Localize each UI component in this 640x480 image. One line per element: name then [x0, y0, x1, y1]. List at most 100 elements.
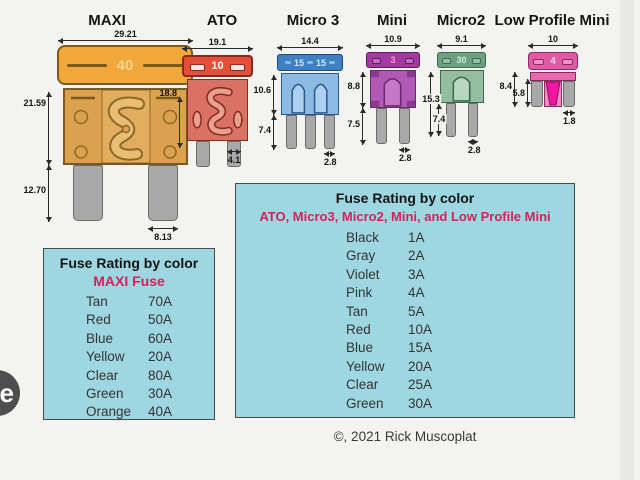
amp-cell: 1A [408, 230, 425, 245]
marketplace-logo-badge: e [0, 370, 20, 416]
micro3-leg-width-dimension: 2.8 [324, 150, 337, 167]
ato-width-value: 19.1 [208, 37, 227, 47]
table-row: Blue 15A [346, 339, 574, 357]
maxi-element-window [71, 90, 180, 163]
amp-cell: 2A [408, 248, 425, 264]
table-row: Green 30A [86, 385, 214, 403]
header-ato: ATO [206, 12, 238, 29]
table-row: Clear 25A [346, 376, 574, 394]
micro2-amp-label: 30 [456, 55, 467, 65]
header-micro2: Micro2 [436, 12, 486, 29]
lpm-height-value: 8.4 [499, 81, 512, 91]
table-row: Tan 70A [86, 293, 214, 311]
table-row: Clear 80A [86, 367, 214, 385]
table-row: Tan 5A [346, 303, 574, 321]
others-table-subtitle: ATO, Micro3, Micro2, Mini, and Low Profi… [259, 209, 551, 224]
ato-height-value: 18.8 [159, 88, 177, 98]
lpm-inner-height-value: 5.8 [512, 88, 525, 98]
ato-width-dimension: 19.1 [182, 37, 253, 52]
mini-amp-label: 3 [390, 55, 396, 65]
table-row: Gray 2A [346, 247, 574, 265]
mini-fuse-body [370, 70, 416, 108]
amp-cell: 60A [148, 330, 173, 346]
micro2-leg-width-dimension: 2.8 [468, 138, 481, 155]
maxi-rating-table: Fuse Rating by color MAXI Fuse Tan 70A Re… [43, 248, 215, 420]
amp-cell: 25A [408, 377, 433, 393]
micro3-cap-slot [307, 61, 313, 64]
color-cell: Yellow [346, 358, 385, 374]
table-row: Yellow 20A [346, 358, 574, 376]
maxi-table-title: Fuse Rating by color [59, 255, 199, 271]
amp-cell: 50A [148, 312, 173, 328]
table-row: Yellow 20A [86, 348, 214, 366]
maxi-width-value: 29.21 [114, 29, 137, 39]
table-row: Black 1A [346, 229, 574, 247]
micro3-legs-height-value: 7.4 [258, 125, 271, 135]
micro3-left-terminal [286, 115, 297, 149]
maxi-table-subtitle: MAXI Fuse [93, 273, 165, 289]
micro3-leg-width-value: 2.8 [324, 157, 337, 167]
color-cell: Tan [346, 303, 368, 319]
color-cell: Red [86, 312, 111, 328]
header-maxi: MAXI [88, 12, 126, 29]
lpm-fuse-body [544, 81, 562, 107]
ato-height-dimension: 18.8 [159, 88, 183, 148]
color-cell: Orange [86, 404, 132, 420]
maxi-amp-label: 40 [116, 56, 134, 74]
micro2-height-dimension: 15.3 [421, 72, 441, 137]
amp-cell: 30A [148, 386, 173, 402]
lpm-element-window [545, 82, 561, 106]
lpm-cap-slot [562, 59, 573, 65]
lpm-cap-slot [533, 59, 544, 65]
others-rating-table: Fuse Rating by color ATO, Micro3, Micro2… [235, 183, 575, 418]
amp-cell: 15A [408, 340, 433, 356]
ato-cap-slot [230, 64, 245, 71]
lpm-right-terminal [563, 81, 575, 107]
maxi-fuse-cap: 40 [57, 45, 193, 85]
micro3-element-window [291, 83, 328, 114]
color-cell: Red [346, 322, 371, 338]
lpm-inner-height-dimension: 5.8 [512, 79, 531, 107]
micro3-right-terminal [324, 115, 335, 149]
mini-left-terminal [376, 108, 387, 144]
color-cell: Green [346, 395, 384, 411]
ato-amp-label: 10 [211, 60, 224, 72]
maxi-legs-height-value: 12.70 [23, 185, 46, 195]
lpm-body-top-band [530, 72, 576, 81]
micro2-leg-width-value: 2.8 [468, 145, 481, 155]
ato-leg-width-value: 4.1 [227, 155, 241, 165]
amp-cell: 3A [408, 266, 425, 282]
micro3-legs-height-dimension: 7.4 [258, 115, 277, 150]
table-row: Green 30A [346, 395, 574, 413]
maxi-left-terminal [73, 165, 103, 221]
color-cell: Tan [86, 294, 108, 309]
amp-cell: 40A [148, 404, 173, 420]
lpm-left-terminal [531, 81, 543, 107]
color-cell: Clear [346, 377, 379, 393]
micro3-amp-label-right: 15 [316, 57, 327, 68]
mini-leg-width-dimension: 2.8 [399, 146, 412, 163]
micro3-body-height-dimension: 10.6 [253, 75, 277, 115]
ato-fuse-body [187, 79, 248, 141]
micro3-fuse-cap: 15 15 [277, 54, 343, 71]
color-cell: Blue [346, 340, 374, 356]
color-cell: Clear [86, 367, 119, 383]
amp-cell: 5A [408, 303, 425, 319]
mini-leg-width-value: 2.8 [399, 153, 412, 163]
lpm-amp-label: 4 [550, 55, 556, 67]
lpm-fuse-cap: 4 [528, 52, 578, 70]
others-table-rows: Black 1A Gray 2A Violet 3A Pink 4A Tan 5A Red… [236, 229, 574, 413]
color-cell: Black [346, 230, 380, 245]
header-low-profile-mini: Low Profile Mini [494, 12, 610, 29]
ato-cap-slot [190, 64, 205, 71]
table-row: Violet 3A [346, 266, 574, 284]
table-row: Red 10A [346, 321, 574, 339]
mini-element-window [371, 71, 415, 107]
mini-right-terminal [399, 108, 410, 144]
table-row: Pink 4A [346, 284, 574, 302]
ato-left-terminal [196, 141, 210, 167]
mini-width-value: 10.9 [384, 34, 402, 44]
maxi-leg-width-dimension: 8.13 [148, 225, 178, 242]
micro3-body-height-value: 10.6 [253, 85, 271, 95]
copyright-text: ©, 2021 Rick Muscoplat [333, 429, 477, 444]
